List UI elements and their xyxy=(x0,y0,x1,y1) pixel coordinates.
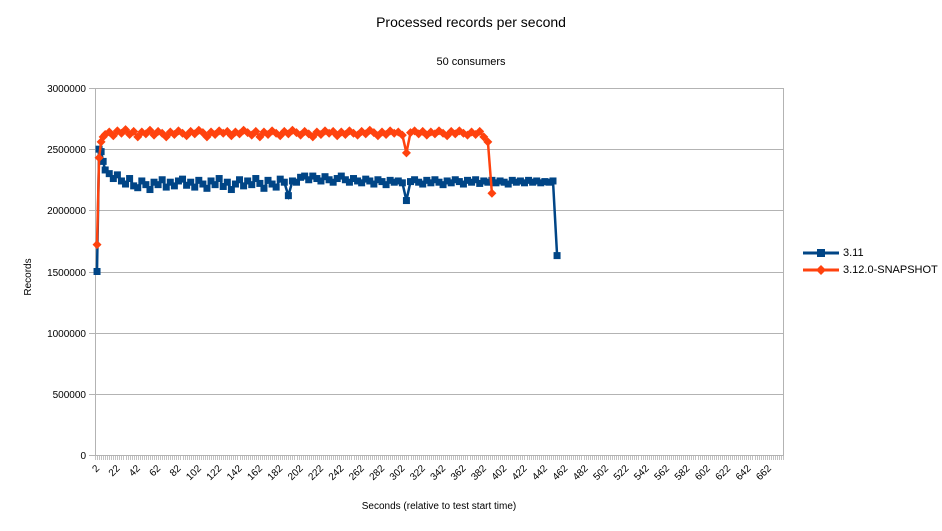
svg-text:22: 22 xyxy=(107,463,123,479)
svg-text:2000000: 2000000 xyxy=(47,206,86,217)
svg-text:42: 42 xyxy=(127,463,143,479)
svg-text:2: 2 xyxy=(90,463,102,475)
svg-text:662: 662 xyxy=(754,463,774,483)
svg-text:522: 522 xyxy=(612,463,632,483)
svg-text:102: 102 xyxy=(184,463,204,483)
chart-subtitle: 50 consumers xyxy=(436,56,506,68)
svg-text:82: 82 xyxy=(168,463,184,479)
svg-text:122: 122 xyxy=(205,463,225,483)
svg-text:402: 402 xyxy=(490,463,510,483)
svg-text:0: 0 xyxy=(80,451,86,462)
svg-text:262: 262 xyxy=(347,463,367,483)
svg-text:502: 502 xyxy=(591,463,611,483)
svg-text:582: 582 xyxy=(673,463,693,483)
svg-text:1000000: 1000000 xyxy=(47,329,86,340)
svg-text:162: 162 xyxy=(245,463,265,483)
svg-text:282: 282 xyxy=(368,463,388,483)
svg-text:642: 642 xyxy=(734,463,754,483)
legend-label: 3.11 xyxy=(843,247,864,259)
svg-text:462: 462 xyxy=(551,463,571,483)
svg-text:602: 602 xyxy=(693,463,713,483)
svg-text:62: 62 xyxy=(148,463,164,479)
legend-label: 3.12.0-SNAPSHOT xyxy=(843,264,938,276)
svg-text:342: 342 xyxy=(429,463,449,483)
svg-text:422: 422 xyxy=(510,463,530,483)
svg-text:242: 242 xyxy=(327,463,347,483)
svg-text:182: 182 xyxy=(266,463,286,483)
legend-item-3-12-0-snapshot: 3.12.0-SNAPSHOT xyxy=(803,263,938,277)
svg-text:382: 382 xyxy=(469,463,489,483)
legend-marker-diamond-icon xyxy=(803,263,839,277)
svg-text:3000000: 3000000 xyxy=(47,84,86,95)
legend-item-3-11: 3.11 xyxy=(803,246,938,260)
svg-text:222: 222 xyxy=(306,463,326,483)
svg-text:362: 362 xyxy=(449,463,469,483)
x-axis-title: Seconds (relative to test start time) xyxy=(361,501,517,512)
svg-text:562: 562 xyxy=(653,463,673,483)
svg-text:302: 302 xyxy=(388,463,408,483)
svg-text:482: 482 xyxy=(571,463,591,483)
legend-marker-square-icon xyxy=(803,246,839,260)
svg-text:142: 142 xyxy=(225,463,245,483)
svg-text:622: 622 xyxy=(714,463,734,483)
svg-text:442: 442 xyxy=(530,463,550,483)
legend: 3.11 3.12.0-SNAPSHOT xyxy=(803,246,938,277)
svg-text:500000: 500000 xyxy=(53,390,87,401)
svg-text:1500000: 1500000 xyxy=(47,268,86,279)
svg-text:2500000: 2500000 xyxy=(47,145,86,156)
svg-text:202: 202 xyxy=(286,463,306,483)
svg-text:322: 322 xyxy=(408,463,428,483)
chart-title: Processed records per second xyxy=(376,14,566,30)
svg-text:542: 542 xyxy=(632,463,652,483)
